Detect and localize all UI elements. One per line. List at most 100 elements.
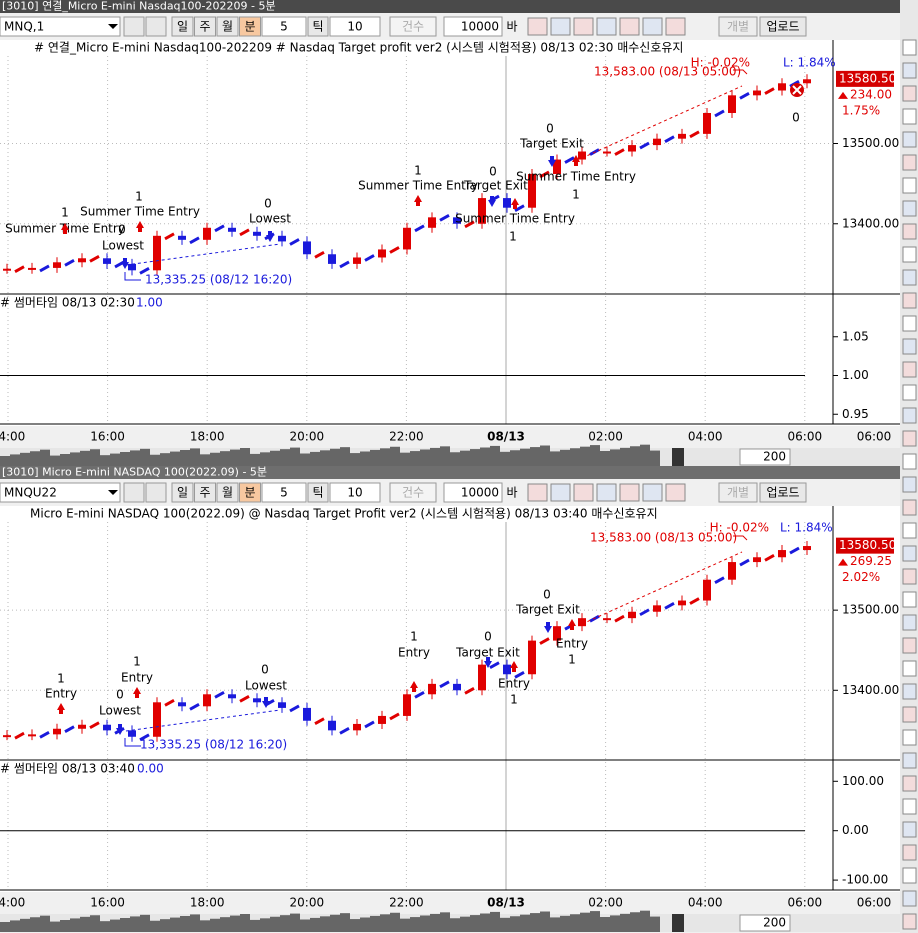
side-tool-icon[interactable] (902, 591, 917, 608)
side-tool-icon[interactable] (902, 867, 917, 884)
interval-combo-box[interactable] (261, 16, 307, 37)
side-tool-icon[interactable] (902, 361, 917, 378)
period-button[interactable]: 일 (177, 486, 188, 500)
side-tool-icon[interactable] (902, 660, 917, 677)
tick-count-combo[interactable]: 10 (347, 486, 362, 500)
side-tool-icon[interactable] (902, 729, 917, 746)
period-button-box[interactable] (216, 16, 239, 37)
side-tool-icon[interactable] (902, 338, 917, 355)
period-button[interactable]: 주 (199, 486, 210, 500)
bars-input[interactable] (443, 482, 503, 503)
scroll-count[interactable]: 200 (763, 450, 786, 464)
side-tool-icon[interactable] (902, 614, 917, 631)
side-tool-icon[interactable] (902, 154, 917, 171)
side-tool-icon[interactable] (902, 798, 917, 815)
period-button[interactable]: 일 (177, 20, 188, 34)
period-button-box[interactable] (171, 482, 194, 503)
search-btn[interactable] (123, 16, 145, 37)
bars-count[interactable]: 10000 (461, 20, 499, 34)
tool-icon[interactable] (665, 483, 686, 502)
link-btn[interactable] (145, 16, 167, 37)
side-tool-icon[interactable] (902, 407, 917, 424)
side-tool-icon[interactable] (902, 568, 917, 585)
side-tool-icon[interactable] (902, 246, 917, 263)
side-tool-icon[interactable] (902, 545, 917, 562)
period-button-box[interactable] (216, 482, 239, 503)
tick-count-combo[interactable]: 10 (347, 20, 362, 34)
side-tool-icon[interactable] (902, 637, 917, 654)
period-button[interactable]: 월 (222, 20, 233, 34)
period-button-box[interactable] (171, 16, 194, 37)
tick-count-combo-box[interactable] (329, 16, 381, 37)
side-tool-icon[interactable] (902, 131, 917, 148)
scroll-thumb[interactable] (672, 448, 684, 466)
side-tool-icon[interactable] (902, 108, 917, 125)
upload-button[interactable]: 업로드 (766, 20, 799, 34)
tool-icon[interactable] (596, 17, 617, 36)
period-button[interactable]: 분 (244, 486, 255, 500)
bars-count[interactable]: 10000 (461, 486, 499, 500)
period-button[interactable]: 월 (222, 486, 233, 500)
side-tool-icon[interactable] (902, 706, 917, 723)
tick-box[interactable] (307, 16, 329, 37)
tool-icon[interactable] (665, 17, 686, 36)
scroll-thumb[interactable] (672, 914, 684, 932)
interval-combo[interactable]: 5 (280, 20, 288, 34)
side-tool-icon[interactable] (902, 62, 917, 79)
tool-icon[interactable] (527, 17, 548, 36)
tool-icon[interactable] (596, 483, 617, 502)
individual-button-box[interactable] (718, 16, 758, 37)
tool-icon[interactable] (550, 483, 571, 502)
tool-icon[interactable] (619, 17, 640, 36)
upload-button-box[interactable] (759, 482, 807, 503)
individual-button[interactable]: 개별 (727, 20, 749, 34)
individual-button[interactable]: 개별 (727, 486, 749, 500)
interval-combo[interactable]: 5 (280, 486, 288, 500)
tick-type[interactable]: 틱 (312, 486, 323, 500)
tool-icon[interactable] (642, 17, 663, 36)
side-tool-icon[interactable] (902, 683, 917, 700)
tool-icon[interactable] (619, 483, 640, 502)
tick-type[interactable]: 틱 (312, 20, 323, 34)
side-tool-icon[interactable] (902, 223, 917, 240)
scroll-count-box[interactable] (739, 914, 791, 932)
side-tool-icon[interactable] (902, 890, 917, 907)
search-btn[interactable] (123, 482, 145, 503)
side-tool-icon[interactable] (902, 384, 917, 401)
side-tool-icon[interactable] (902, 39, 917, 56)
link-btn[interactable] (145, 482, 167, 503)
side-tool-icon[interactable] (902, 844, 917, 861)
symbol[interactable]: MNQU22 (4, 486, 57, 500)
side-tool-icon[interactable] (902, 315, 917, 332)
period-button-box[interactable] (194, 16, 216, 37)
tool-icon[interactable] (573, 483, 594, 502)
tick-count-combo-box[interactable] (329, 482, 381, 503)
side-tool-icon[interactable] (902, 476, 917, 493)
symbol-combo[interactable] (0, 482, 121, 503)
tool-icon[interactable] (527, 483, 548, 502)
side-tool-icon[interactable] (902, 200, 917, 217)
scroll-count[interactable]: 200 (763, 916, 786, 930)
individual-button-box[interactable] (718, 482, 758, 503)
side-tool-icon[interactable] (902, 913, 917, 930)
tool-icon[interactable] (550, 17, 571, 36)
side-tool-icon[interactable] (902, 269, 917, 286)
scroll-count-box[interactable] (739, 448, 791, 466)
side-tool-icon[interactable] (902, 85, 917, 102)
symbol-combo[interactable] (0, 16, 121, 37)
upload-button[interactable]: 업로드 (766, 486, 799, 500)
period-button-box[interactable] (194, 482, 216, 503)
period-button-box[interactable] (239, 482, 261, 503)
side-tool-icon[interactable] (902, 292, 917, 309)
side-tool-icon[interactable] (902, 453, 917, 470)
bars-input[interactable] (443, 16, 503, 37)
side-tool-icon[interactable] (902, 752, 917, 769)
side-tool-icon[interactable] (902, 522, 917, 539)
side-tool-icon[interactable] (902, 821, 917, 838)
tool-icon[interactable] (642, 483, 663, 502)
period-button-box[interactable] (239, 16, 261, 37)
side-tool-icon[interactable] (902, 775, 917, 792)
period-button[interactable]: 주 (199, 20, 210, 34)
symbol[interactable]: MNQ,1 (4, 20, 44, 34)
side-tool-icon[interactable] (902, 430, 917, 447)
